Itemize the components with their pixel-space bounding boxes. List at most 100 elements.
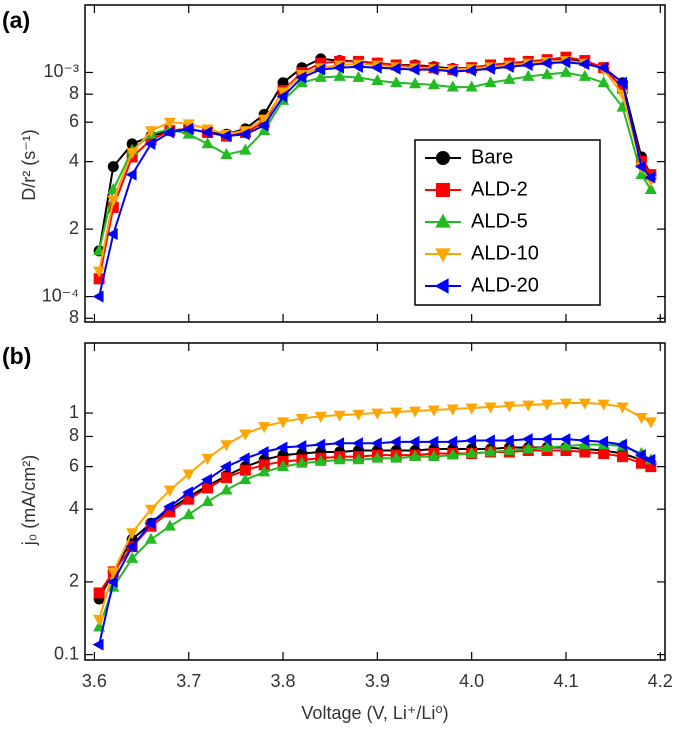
x-tick-label: 3.7 — [176, 671, 201, 691]
data-point — [144, 517, 156, 530]
legend-marker — [436, 183, 450, 197]
data-point — [220, 148, 233, 160]
data-point — [408, 63, 420, 76]
data-point — [92, 638, 104, 651]
data-point — [597, 61, 609, 74]
y-tick-label: 8 — [69, 307, 79, 327]
data-point — [220, 483, 233, 495]
y-tick-label: 10⁻⁴ — [42, 285, 79, 305]
data-point — [201, 494, 214, 506]
x-tick-label: 3.8 — [271, 671, 296, 691]
data-point — [182, 486, 194, 499]
data-point — [616, 402, 629, 414]
data-point — [314, 63, 326, 76]
data-point — [220, 472, 232, 484]
data-point — [635, 168, 648, 180]
data-point — [644, 453, 656, 466]
data-point — [371, 451, 384, 463]
data-point — [427, 405, 440, 417]
data-point — [559, 65, 573, 77]
data-point — [484, 76, 497, 88]
data-point — [276, 441, 288, 454]
data-point — [107, 567, 120, 579]
data-point — [258, 114, 271, 126]
data-point — [220, 440, 233, 452]
data-point — [239, 143, 252, 155]
data-point — [164, 506, 176, 518]
data-point — [559, 56, 571, 69]
data-point — [107, 201, 119, 213]
data-point — [163, 126, 175, 139]
data-point — [219, 460, 231, 473]
data-point — [615, 438, 627, 451]
data-point — [644, 183, 657, 195]
data-point — [333, 410, 346, 422]
legend-marker — [434, 278, 449, 294]
series-line — [98, 449, 652, 594]
series-line — [98, 446, 652, 600]
data-point — [634, 160, 646, 173]
data-point — [617, 82, 629, 94]
data-point — [483, 434, 495, 447]
data-point — [144, 126, 158, 138]
data-point — [578, 434, 590, 447]
data-point — [239, 473, 252, 485]
data-point — [446, 435, 458, 448]
data-point — [144, 532, 158, 544]
legend-marker — [435, 248, 451, 263]
data-point — [503, 72, 516, 84]
data-point — [634, 449, 646, 462]
data-point — [484, 445, 497, 457]
y-tick-label: 10⁻³ — [43, 61, 79, 81]
data-point — [295, 71, 307, 84]
data-point — [126, 528, 139, 540]
data-point — [635, 457, 647, 469]
data-point — [125, 540, 137, 553]
data-point — [314, 438, 326, 451]
data-point — [144, 137, 156, 150]
data-point — [258, 422, 271, 434]
data-point — [276, 90, 288, 103]
data-point — [201, 473, 213, 486]
data-point — [125, 168, 137, 181]
data-point — [502, 60, 514, 73]
y-tick-label: 4 — [69, 150, 79, 170]
data-point — [465, 64, 477, 77]
legend-marker — [436, 151, 450, 165]
panel-label: (a) — [2, 7, 30, 33]
data-point — [389, 435, 401, 448]
data-point — [315, 57, 327, 69]
data-point — [644, 171, 656, 184]
y-tick-label: 1 — [69, 402, 79, 422]
data-point — [258, 459, 270, 471]
data-point — [644, 417, 657, 429]
data-point — [540, 57, 552, 70]
y-tick-label: 2 — [69, 218, 79, 238]
data-point — [427, 450, 440, 462]
data-point — [276, 417, 290, 429]
data-point — [239, 429, 252, 441]
data-point — [314, 454, 327, 466]
legend-label: ALD-20 — [471, 274, 539, 296]
data-point — [106, 228, 118, 241]
data-point — [409, 450, 422, 462]
data-point — [219, 130, 231, 143]
data-point — [390, 451, 403, 463]
data-point — [333, 69, 346, 81]
data-point — [295, 456, 308, 468]
data-point — [182, 469, 195, 481]
data-point — [484, 402, 497, 414]
data-point — [390, 407, 403, 419]
y-tick-label: 8 — [69, 425, 79, 445]
data-point — [522, 442, 535, 454]
data-point — [389, 62, 401, 75]
data-point — [427, 63, 439, 76]
data-point — [390, 76, 403, 88]
data-point — [635, 156, 647, 168]
data-point — [483, 62, 495, 75]
data-point — [276, 87, 290, 99]
data-point — [107, 161, 119, 173]
data-point — [258, 124, 271, 136]
x-tick-label: 4.1 — [553, 671, 578, 691]
